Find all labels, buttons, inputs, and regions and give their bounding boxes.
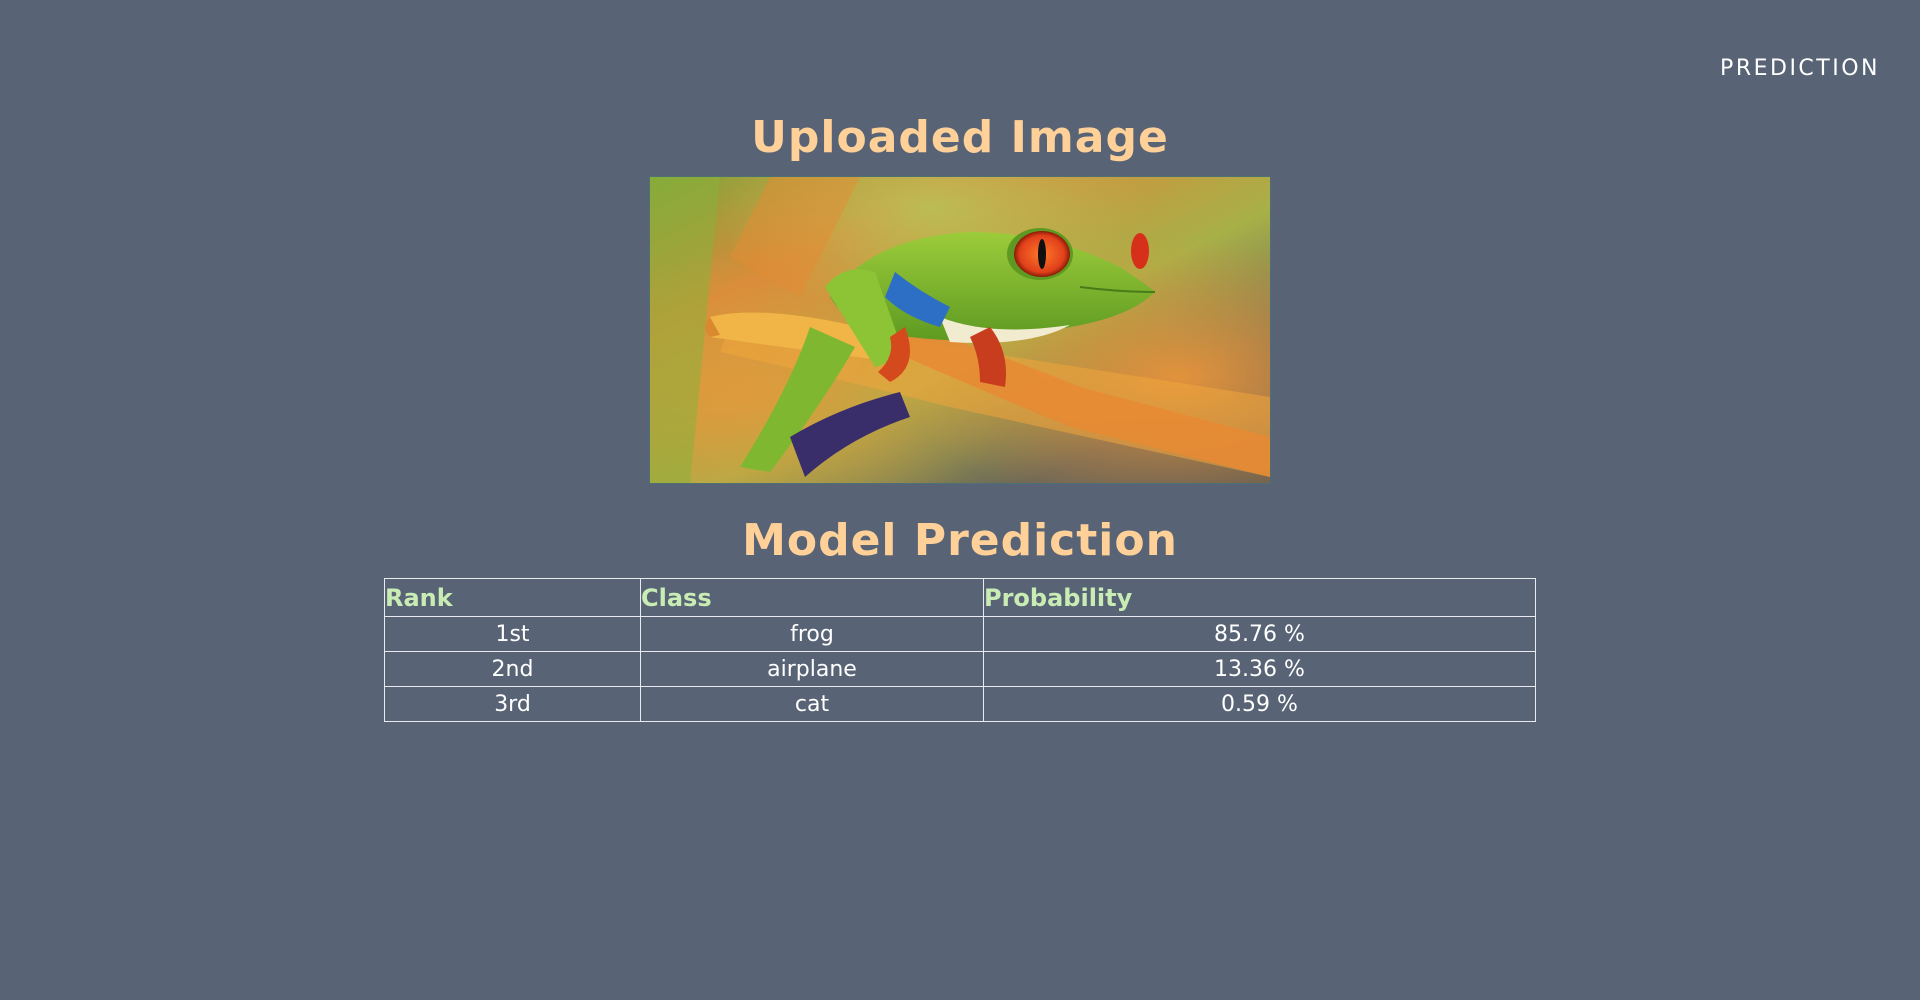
table-row: 2nd airplane 13.36 %	[384, 651, 1536, 687]
cell-rank: 3rd	[384, 686, 641, 722]
cell-probability: 0.59 %	[983, 686, 1536, 722]
header-rank: Rank	[384, 578, 641, 617]
table-row: 3rd cat 0.59 %	[384, 686, 1536, 722]
table-header-row: Rank Class Probability	[384, 578, 1536, 617]
frog-photo-illustration	[650, 177, 1270, 483]
cell-class: frog	[640, 616, 984, 652]
header-class: Class	[640, 578, 984, 617]
uploaded-image-heading: Uploaded Image	[751, 112, 1169, 163]
top-nav: PREDICTION	[1720, 52, 1880, 84]
cell-rank: 1st	[384, 616, 641, 652]
nav-prediction-link[interactable]: PREDICTION	[1720, 55, 1880, 81]
table-row: 1st frog 85.76 %	[384, 616, 1536, 652]
cell-probability: 13.36 %	[983, 651, 1536, 687]
uploaded-image	[649, 176, 1271, 484]
cell-probability: 85.76 %	[983, 616, 1536, 652]
model-prediction-heading: Model Prediction	[742, 515, 1178, 566]
cell-class: airplane	[640, 651, 984, 687]
prediction-table: Rank Class Probability 1st frog 85.76 % …	[384, 578, 1536, 722]
header-probability: Probability	[983, 578, 1536, 617]
cell-class: cat	[640, 686, 984, 722]
cell-rank: 2nd	[384, 651, 641, 687]
